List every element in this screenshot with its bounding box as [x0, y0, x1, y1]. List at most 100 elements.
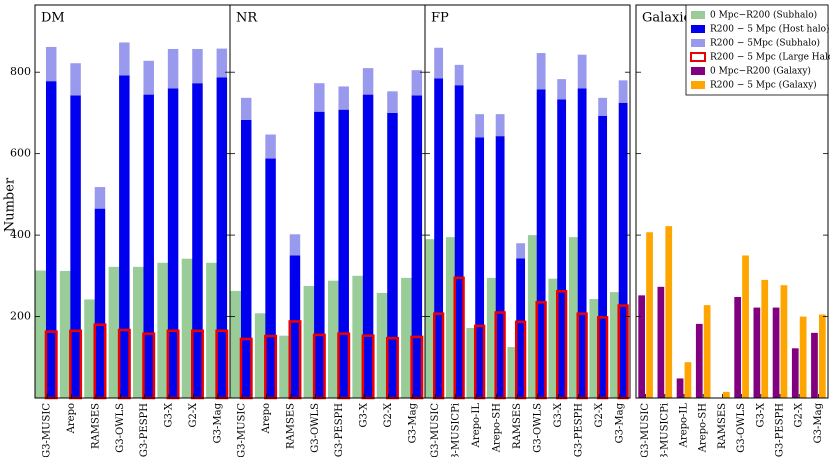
bar: [507, 347, 518, 398]
legend-label: R200 − 5 Mpc (Galaxy): [710, 80, 817, 91]
bar: [240, 97, 252, 120]
bar: [108, 266, 121, 398]
bar: [94, 208, 106, 398]
bar: [35, 270, 48, 398]
bar: [536, 89, 546, 399]
y-tick-label: 600: [10, 147, 31, 160]
y-tick-label: 200: [10, 310, 31, 323]
x-tick-label: G2-X: [383, 402, 394, 427]
bar: [206, 262, 218, 398]
panel-title: Galaxies: [642, 11, 698, 26]
x-tick-label: G3-Mag: [212, 402, 223, 443]
x-tick-label: Arepo-SH: [698, 403, 709, 454]
bar: [536, 53, 546, 90]
bar: [495, 136, 505, 399]
y-tick-label: 400: [10, 228, 31, 241]
bar: [818, 314, 826, 398]
bar: [376, 292, 389, 398]
bar: [314, 111, 325, 399]
y-tick-label: 800: [10, 65, 31, 78]
bar: [734, 297, 742, 398]
x-tick-label: G3-Mag: [813, 402, 824, 443]
legend-swatch: [691, 39, 705, 47]
x-tick-label: RAMSES: [717, 403, 728, 449]
x-tick-label: G3-OWLS: [115, 403, 126, 453]
bar: [589, 299, 600, 398]
x-tick-label: G3-MUSIC: [42, 403, 53, 457]
x-tick-label: G3-X: [359, 402, 370, 427]
legend-label: 0 Mpc−R200 (Subhalo): [710, 10, 817, 21]
bar: [265, 134, 276, 159]
x-tick-label: G3-OWLS: [736, 403, 747, 453]
bar: [577, 88, 587, 398]
x-tick-label: G3-PESPH: [334, 403, 345, 457]
bar: [119, 42, 130, 76]
bar: [486, 277, 497, 398]
bar: [454, 64, 464, 86]
bar: [722, 391, 730, 398]
bar: [516, 258, 526, 398]
x-tick-label: G3-X: [755, 402, 766, 427]
bar: [132, 266, 145, 398]
bar: [94, 187, 106, 209]
bar: [772, 307, 780, 398]
bar: [742, 255, 749, 398]
bar: [216, 48, 228, 78]
bar: [387, 112, 398, 399]
bar: [638, 295, 646, 398]
bar: [167, 88, 179, 398]
bar: [761, 279, 769, 398]
x-tick-label: Arepo-IL: [471, 403, 482, 449]
legend-swatch: [691, 25, 705, 33]
bar: [609, 292, 620, 398]
legend-swatch: [691, 67, 705, 75]
bar: [289, 234, 301, 256]
x-tick-label: RAMSES: [285, 403, 296, 449]
x-tick-label: G3-OWLS: [532, 403, 543, 453]
legend-label: R200 − 5Mpc (Subhalo): [710, 38, 820, 49]
bar: [338, 86, 349, 110]
bar: [811, 332, 818, 398]
legend-frame: [685, 4, 829, 96]
bar: [791, 348, 799, 398]
bar: [475, 114, 485, 138]
bar: [387, 91, 398, 113]
bar: [780, 285, 788, 398]
x-tick-label: Arepo-IL: [679, 403, 690, 449]
legend-label: 0 Mpc−R200 (Galaxy): [710, 66, 811, 77]
x-tick-label: G3-MUSIC: [430, 403, 441, 457]
bar: [254, 313, 267, 398]
bar: [265, 158, 276, 398]
bar: [618, 80, 628, 103]
bar: [445, 237, 456, 398]
bar: [557, 79, 567, 100]
bar: [192, 83, 203, 398]
bar: [181, 258, 194, 398]
bar: [703, 305, 711, 398]
bar: [303, 286, 316, 398]
x-tick-label: Arepo: [66, 403, 77, 434]
panel-frame: [424, 4, 631, 399]
bar: [684, 362, 692, 398]
bar: [70, 95, 81, 398]
bar: [475, 137, 485, 398]
bar: [495, 114, 505, 137]
bar: [84, 299, 96, 398]
bar: [338, 109, 349, 398]
bar: [70, 63, 81, 96]
bar: [230, 290, 243, 398]
x-tick-label: G3-MUSIC: [640, 403, 651, 457]
bar: [646, 232, 653, 398]
bar: [401, 277, 413, 398]
x-tick-label: G3-PESPH: [139, 403, 150, 457]
bar: [577, 54, 587, 89]
bar: [548, 278, 559, 398]
bar: [157, 262, 170, 398]
x-tick-label: G3-Mag: [407, 402, 418, 443]
bar: [557, 99, 567, 398]
bar: [362, 68, 374, 95]
bar: [598, 115, 608, 398]
bar: [434, 78, 444, 399]
x-tick-label: RAMSES: [512, 403, 523, 449]
panel-title: DM: [41, 11, 65, 26]
